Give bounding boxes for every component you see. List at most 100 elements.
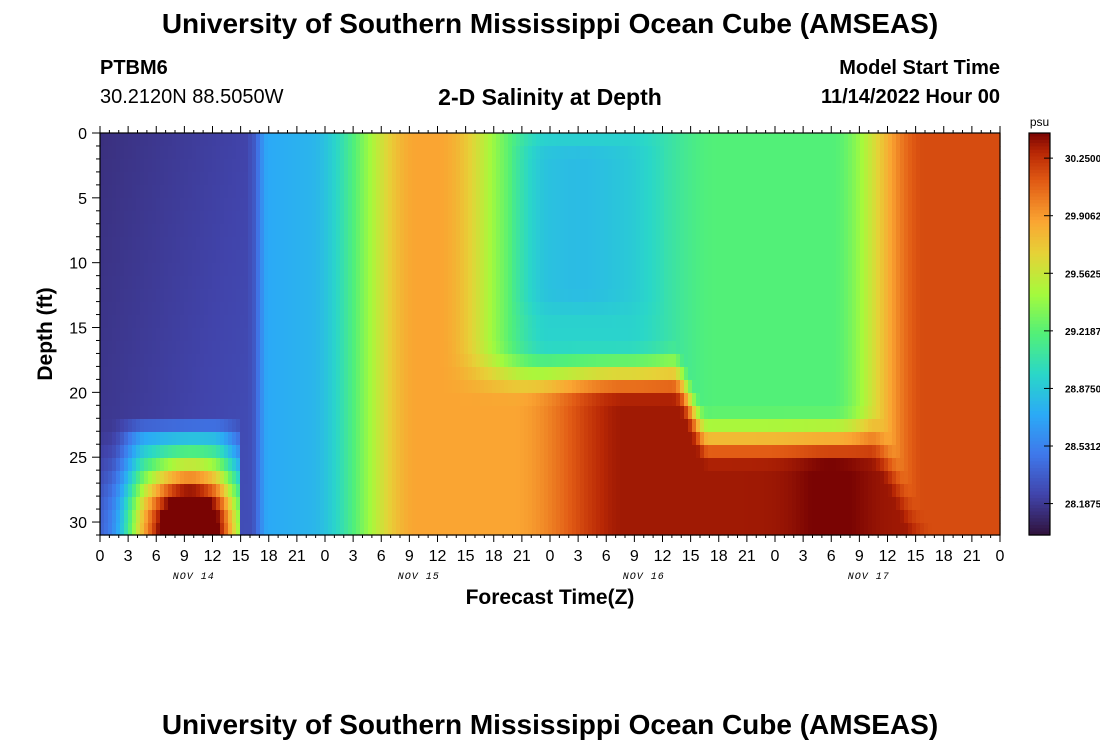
- heatmap-cell: [256, 224, 261, 238]
- heatmap-cell: [572, 406, 577, 420]
- heatmap-cell: [272, 458, 277, 472]
- heatmap-cell: [680, 263, 685, 277]
- heatmap-cell: [372, 146, 377, 160]
- heatmap-cell: [660, 289, 665, 303]
- heatmap-cell: [728, 185, 733, 199]
- heatmap-cell: [440, 263, 445, 277]
- heatmap-cell: [740, 510, 745, 524]
- heatmap-cell: [460, 146, 465, 160]
- heatmap-cell: [624, 510, 629, 524]
- heatmap-cell: [684, 419, 689, 433]
- heatmap-cell: [584, 250, 589, 264]
- heatmap-cell: [208, 523, 213, 536]
- heatmap-cell: [648, 367, 653, 381]
- heatmap-cell: [600, 146, 605, 160]
- heatmap-cell: [372, 471, 377, 485]
- heatmap-cell: [440, 523, 445, 536]
- heatmap-cell: [728, 406, 733, 420]
- heatmap-cell: [400, 211, 405, 225]
- heatmap-cell: [668, 497, 673, 511]
- heatmap-cell: [124, 211, 129, 225]
- heatmap-cell: [612, 432, 617, 446]
- heatmap-cell: [476, 211, 481, 225]
- heatmap-cell: [552, 198, 557, 212]
- heatmap-cell: [124, 497, 129, 511]
- heatmap-cell: [260, 146, 265, 160]
- heatmap-cell: [244, 380, 249, 394]
- heatmap-cell: [172, 185, 177, 199]
- heatmap-cell: [652, 276, 657, 290]
- heatmap-cell: [724, 237, 729, 251]
- heatmap-cell: [176, 341, 181, 355]
- heatmap-cell: [524, 432, 529, 446]
- heatmap-cell: [432, 484, 437, 498]
- heatmap-cell: [608, 354, 613, 368]
- heatmap-cell: [624, 523, 629, 536]
- heatmap-cell: [676, 419, 681, 433]
- heatmap-cell: [352, 263, 357, 277]
- heatmap-cell: [416, 185, 421, 199]
- heatmap-cell: [716, 237, 721, 251]
- heatmap-cell: [552, 315, 557, 329]
- heatmap-cell: [492, 406, 497, 420]
- heatmap-cell: [476, 393, 481, 407]
- heatmap-cell: [548, 419, 553, 433]
- heatmap-cell: [396, 445, 401, 459]
- heatmap-cell: [168, 224, 173, 238]
- heatmap-cell: [156, 263, 161, 277]
- heatmap-cell: [168, 341, 173, 355]
- heatmap-cell: [460, 302, 465, 316]
- heatmap-cell: [660, 380, 665, 394]
- heatmap-cell: [468, 419, 473, 433]
- heatmap-cell: [212, 445, 217, 459]
- heatmap-cell: [408, 380, 413, 394]
- heatmap-cell: [528, 250, 533, 264]
- heatmap-cell: [608, 445, 613, 459]
- heatmap-cell: [136, 159, 141, 173]
- heatmap-cell: [128, 250, 133, 264]
- heatmap-cell: [276, 198, 281, 212]
- heatmap-cell: [152, 419, 157, 433]
- heatmap-cell: [408, 406, 413, 420]
- heatmap-cell: [420, 185, 425, 199]
- heatmap-cell: [524, 146, 529, 160]
- heatmap-cell: [156, 315, 161, 329]
- heatmap-cell: [180, 133, 185, 147]
- heatmap-cell: [736, 146, 741, 160]
- heatmap-cell: [588, 211, 593, 225]
- heatmap-cell: [160, 315, 165, 329]
- heatmap-cell: [340, 133, 345, 147]
- heatmap-cell: [104, 211, 109, 225]
- heatmap-cell: [184, 354, 189, 368]
- heatmap-cell: [356, 146, 361, 160]
- heatmap-cell: [192, 263, 197, 277]
- heatmap-cell: [556, 172, 561, 186]
- heatmap-cell: [208, 406, 213, 420]
- heatmap-cell: [408, 432, 413, 446]
- heatmap-cell: [328, 497, 333, 511]
- heatmap-cell: [200, 406, 205, 420]
- heatmap-cell: [724, 354, 729, 368]
- heatmap-cell: [740, 367, 745, 381]
- heatmap-cell: [664, 419, 669, 433]
- heatmap-cell: [484, 276, 489, 290]
- heatmap-cell: [304, 185, 309, 199]
- heatmap-cell: [460, 367, 465, 381]
- heatmap-cell: [660, 185, 665, 199]
- heatmap-cell: [636, 406, 641, 420]
- heatmap-cell: [576, 341, 581, 355]
- heatmap-cell: [480, 133, 485, 147]
- heatmap-cell: [632, 484, 637, 498]
- heatmap-cell: [340, 250, 345, 264]
- heatmap-cell: [392, 198, 397, 212]
- heatmap-cell: [652, 302, 657, 316]
- heatmap-cell: [476, 172, 481, 186]
- heatmap-cell: [364, 419, 369, 433]
- heatmap-cell: [372, 445, 377, 459]
- heatmap-cell: [620, 458, 625, 472]
- heatmap-cell: [600, 341, 605, 355]
- heatmap-cell: [516, 510, 521, 524]
- heatmap-cell: [476, 315, 481, 329]
- heatmap-cell: [556, 198, 561, 212]
- heatmap-cell: [580, 432, 585, 446]
